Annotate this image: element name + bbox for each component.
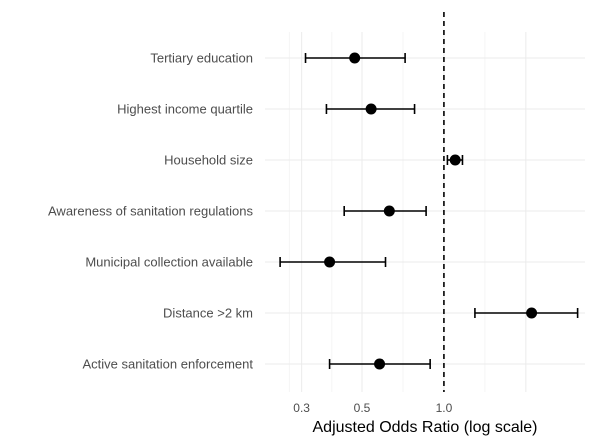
row-label: Tertiary education [150, 51, 253, 66]
x-tick-label: 0.5 [354, 401, 371, 415]
x-tick-label: 0.3 [293, 401, 310, 415]
grid-lines [265, 32, 585, 392]
rows-group: Tertiary education Highest income quartil… [48, 51, 579, 372]
row-label: Household size [164, 153, 253, 168]
odds-ratio-point [324, 256, 336, 268]
row-label: Awareness of sanitation regulations [48, 204, 253, 219]
row-label: Highest income quartile [117, 102, 253, 117]
odds-ratio-point [449, 154, 461, 166]
row-label: Active sanitation enforcement [82, 357, 253, 372]
row-label: Municipal collection available [85, 255, 253, 270]
odds-ratio-point [383, 205, 395, 217]
row-label: Distance >2 km [163, 306, 253, 321]
odds-ratio-point [365, 103, 377, 115]
odds-ratio-point [349, 52, 361, 64]
x-tick-label: 1.0 [436, 401, 453, 415]
x-axis-ticks: 0.3 0.5 1.0 [293, 401, 452, 415]
odds-ratio-point [526, 307, 538, 319]
x-axis-title: Adjusted Odds Ratio (log scale) [313, 419, 538, 436]
odds-ratio-point [374, 358, 386, 370]
